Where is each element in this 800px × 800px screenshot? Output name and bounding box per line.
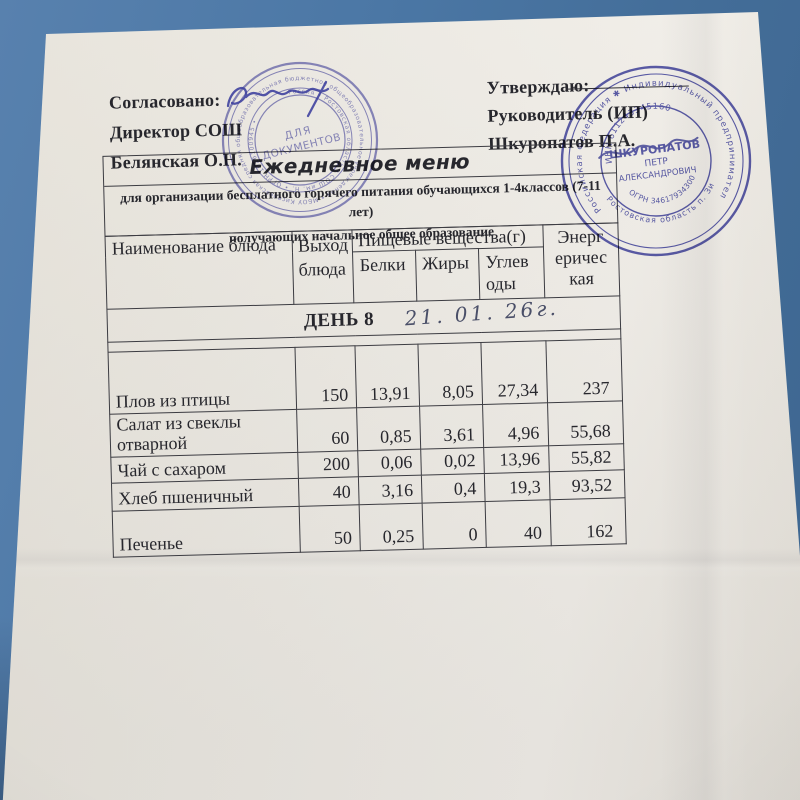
cell-proteins: 13,91: [355, 343, 420, 408]
day-label: ДЕНЬ 8: [303, 308, 375, 332]
cell-dish: Плов из птицы: [108, 346, 297, 414]
header-cell-dish: Наименование блюда: [105, 230, 294, 309]
cell-output: 150: [295, 345, 357, 409]
cell-energy: 93,52: [548, 469, 626, 500]
cell-output: 50: [299, 504, 361, 552]
cell-carbs: 27,34: [481, 340, 548, 404]
cell-dish: Печенье: [112, 505, 301, 557]
cell-energy: 237: [545, 338, 623, 403]
cell-fats: 0: [421, 500, 487, 549]
entrepreneur-stamp-first-name: ПЕТР: [644, 157, 669, 170]
header-cell-fats: Жиры: [415, 248, 480, 301]
cell-carbs: 13,96: [483, 445, 549, 473]
entrepreneur-signature-scribble: [598, 136, 699, 159]
cell-carbs: 4,96: [482, 402, 549, 447]
entrepreneur-round-stamp: Российская Федерация ✱ Индивидуальный пр…: [558, 63, 752, 257]
school-round-stamp: бюджетное общеобразовательное учреждение…: [219, 59, 379, 221]
cell-fats: 8,05: [417, 342, 483, 406]
cell-proteins: 0,25: [359, 502, 424, 551]
cell-carbs: 40: [485, 499, 551, 547]
cell-energy: 55,68: [547, 400, 624, 446]
cell-output: 200: [297, 450, 359, 478]
cell-fats: 0,4: [421, 472, 486, 503]
cell-output: 40: [298, 476, 360, 506]
header-cell-output: Выход блюда: [292, 229, 355, 304]
cell-proteins: 0,06: [358, 448, 422, 477]
cell-dish: Салат из свеклы отварной: [109, 408, 298, 457]
cell-carbs: 19,3: [484, 471, 550, 501]
cell-fats: 0,02: [420, 446, 485, 475]
cell-output: 60: [296, 407, 359, 452]
cell-proteins: 3,16: [358, 474, 422, 505]
cell-energy: 55,82: [548, 443, 625, 472]
cell-proteins: 0,85: [356, 405, 421, 451]
header-cell-carbs: Углев оды: [478, 246, 545, 300]
handwritten-date: 21. 01. 26г.: [403, 295, 560, 331]
header-cell-proteins: Белки: [352, 249, 417, 303]
cell-energy: 162: [549, 497, 627, 546]
cell-fats: 3,61: [419, 403, 484, 449]
signature-scribble: [226, 80, 330, 118]
menu-table: Наименование блюда Выход блюда Пищевые в…: [104, 222, 627, 557]
